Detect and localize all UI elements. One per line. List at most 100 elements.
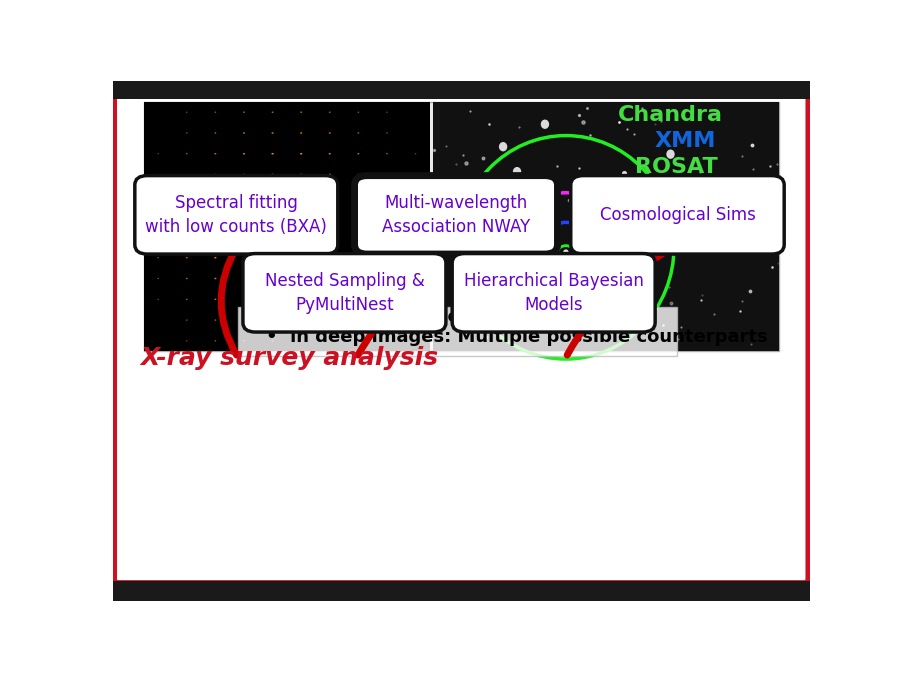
Ellipse shape (328, 256, 331, 259)
Text: Multi-wavelength
Association NWAY: Multi-wavelength Association NWAY (382, 194, 530, 236)
Ellipse shape (328, 153, 331, 155)
Ellipse shape (272, 298, 274, 300)
Ellipse shape (386, 174, 388, 176)
Ellipse shape (158, 195, 159, 196)
Ellipse shape (214, 111, 216, 113)
Ellipse shape (301, 111, 302, 113)
Ellipse shape (185, 174, 188, 176)
Bar (434, 102, 778, 351)
Ellipse shape (214, 215, 217, 217)
Text: Hierarchical Bayesian
Models: Hierarchical Bayesian Models (464, 272, 644, 314)
Ellipse shape (357, 111, 359, 113)
Text: XMM: XMM (654, 131, 716, 151)
Ellipse shape (185, 215, 188, 217)
Bar (112, 581, 810, 601)
Ellipse shape (300, 132, 302, 134)
Ellipse shape (328, 215, 331, 217)
Ellipse shape (186, 298, 188, 300)
Ellipse shape (357, 194, 359, 196)
Ellipse shape (386, 132, 388, 134)
Ellipse shape (272, 132, 274, 134)
Ellipse shape (243, 132, 245, 134)
Ellipse shape (158, 257, 159, 259)
Ellipse shape (386, 194, 388, 196)
Text: Spectral fitting
with low counts (BXA): Spectral fitting with low counts (BXA) (146, 194, 328, 236)
Ellipse shape (300, 256, 302, 259)
FancyBboxPatch shape (452, 254, 655, 332)
Ellipse shape (300, 153, 302, 155)
Ellipse shape (243, 340, 245, 342)
Ellipse shape (328, 298, 331, 300)
FancyBboxPatch shape (243, 254, 446, 332)
Bar (112, 81, 810, 99)
Ellipse shape (214, 194, 217, 196)
Ellipse shape (214, 319, 216, 321)
Ellipse shape (214, 236, 217, 238)
Ellipse shape (300, 277, 302, 279)
Ellipse shape (357, 132, 359, 134)
Ellipse shape (666, 149, 675, 159)
Ellipse shape (415, 215, 417, 217)
Text: Nested Sampling &
PyMultiNest: Nested Sampling & PyMultiNest (265, 272, 424, 314)
Ellipse shape (185, 278, 188, 279)
Ellipse shape (300, 215, 302, 217)
Ellipse shape (158, 174, 159, 175)
Ellipse shape (499, 142, 508, 151)
Ellipse shape (271, 256, 274, 259)
Text: eROSITA: eROSITA (616, 184, 723, 204)
Ellipse shape (271, 277, 274, 279)
Ellipse shape (186, 319, 187, 321)
Ellipse shape (272, 340, 274, 342)
Bar (238, 307, 678, 356)
Ellipse shape (443, 184, 452, 194)
Ellipse shape (610, 209, 619, 219)
Ellipse shape (415, 299, 417, 300)
Ellipse shape (357, 236, 360, 238)
Ellipse shape (300, 319, 302, 321)
Ellipse shape (271, 173, 274, 176)
Ellipse shape (357, 215, 360, 217)
Ellipse shape (386, 215, 388, 217)
Ellipse shape (214, 340, 216, 342)
Ellipse shape (214, 298, 216, 300)
Ellipse shape (185, 257, 188, 259)
Ellipse shape (186, 153, 188, 155)
Text: •  X-ray PSF can be large: • X-ray PSF can be large (266, 308, 518, 327)
Ellipse shape (328, 236, 331, 238)
Ellipse shape (186, 132, 187, 134)
Ellipse shape (185, 194, 188, 196)
Ellipse shape (386, 298, 388, 300)
Ellipse shape (386, 153, 388, 155)
Bar (144, 102, 778, 351)
Ellipse shape (271, 236, 274, 238)
Ellipse shape (576, 197, 584, 207)
Ellipse shape (300, 298, 302, 300)
Ellipse shape (158, 215, 159, 217)
Ellipse shape (301, 340, 302, 342)
Ellipse shape (300, 173, 302, 176)
Ellipse shape (328, 132, 331, 134)
Ellipse shape (328, 194, 331, 196)
Ellipse shape (357, 173, 359, 176)
Ellipse shape (357, 277, 359, 279)
Ellipse shape (214, 132, 216, 134)
Ellipse shape (214, 173, 217, 176)
Ellipse shape (386, 257, 388, 259)
FancyBboxPatch shape (571, 176, 784, 254)
Ellipse shape (243, 173, 245, 176)
Ellipse shape (243, 215, 246, 217)
Ellipse shape (513, 167, 521, 176)
Ellipse shape (243, 256, 246, 259)
Ellipse shape (357, 319, 359, 321)
Text: •  in deep images: Multiple possible counterparts: • in deep images: Multiple possible coun… (266, 328, 768, 346)
Ellipse shape (357, 298, 359, 300)
Ellipse shape (357, 153, 359, 155)
Ellipse shape (541, 119, 549, 129)
Ellipse shape (214, 153, 216, 155)
Ellipse shape (272, 111, 274, 113)
Ellipse shape (272, 319, 274, 321)
Ellipse shape (272, 153, 274, 155)
Ellipse shape (158, 278, 159, 279)
Ellipse shape (243, 153, 245, 155)
Ellipse shape (300, 194, 302, 196)
